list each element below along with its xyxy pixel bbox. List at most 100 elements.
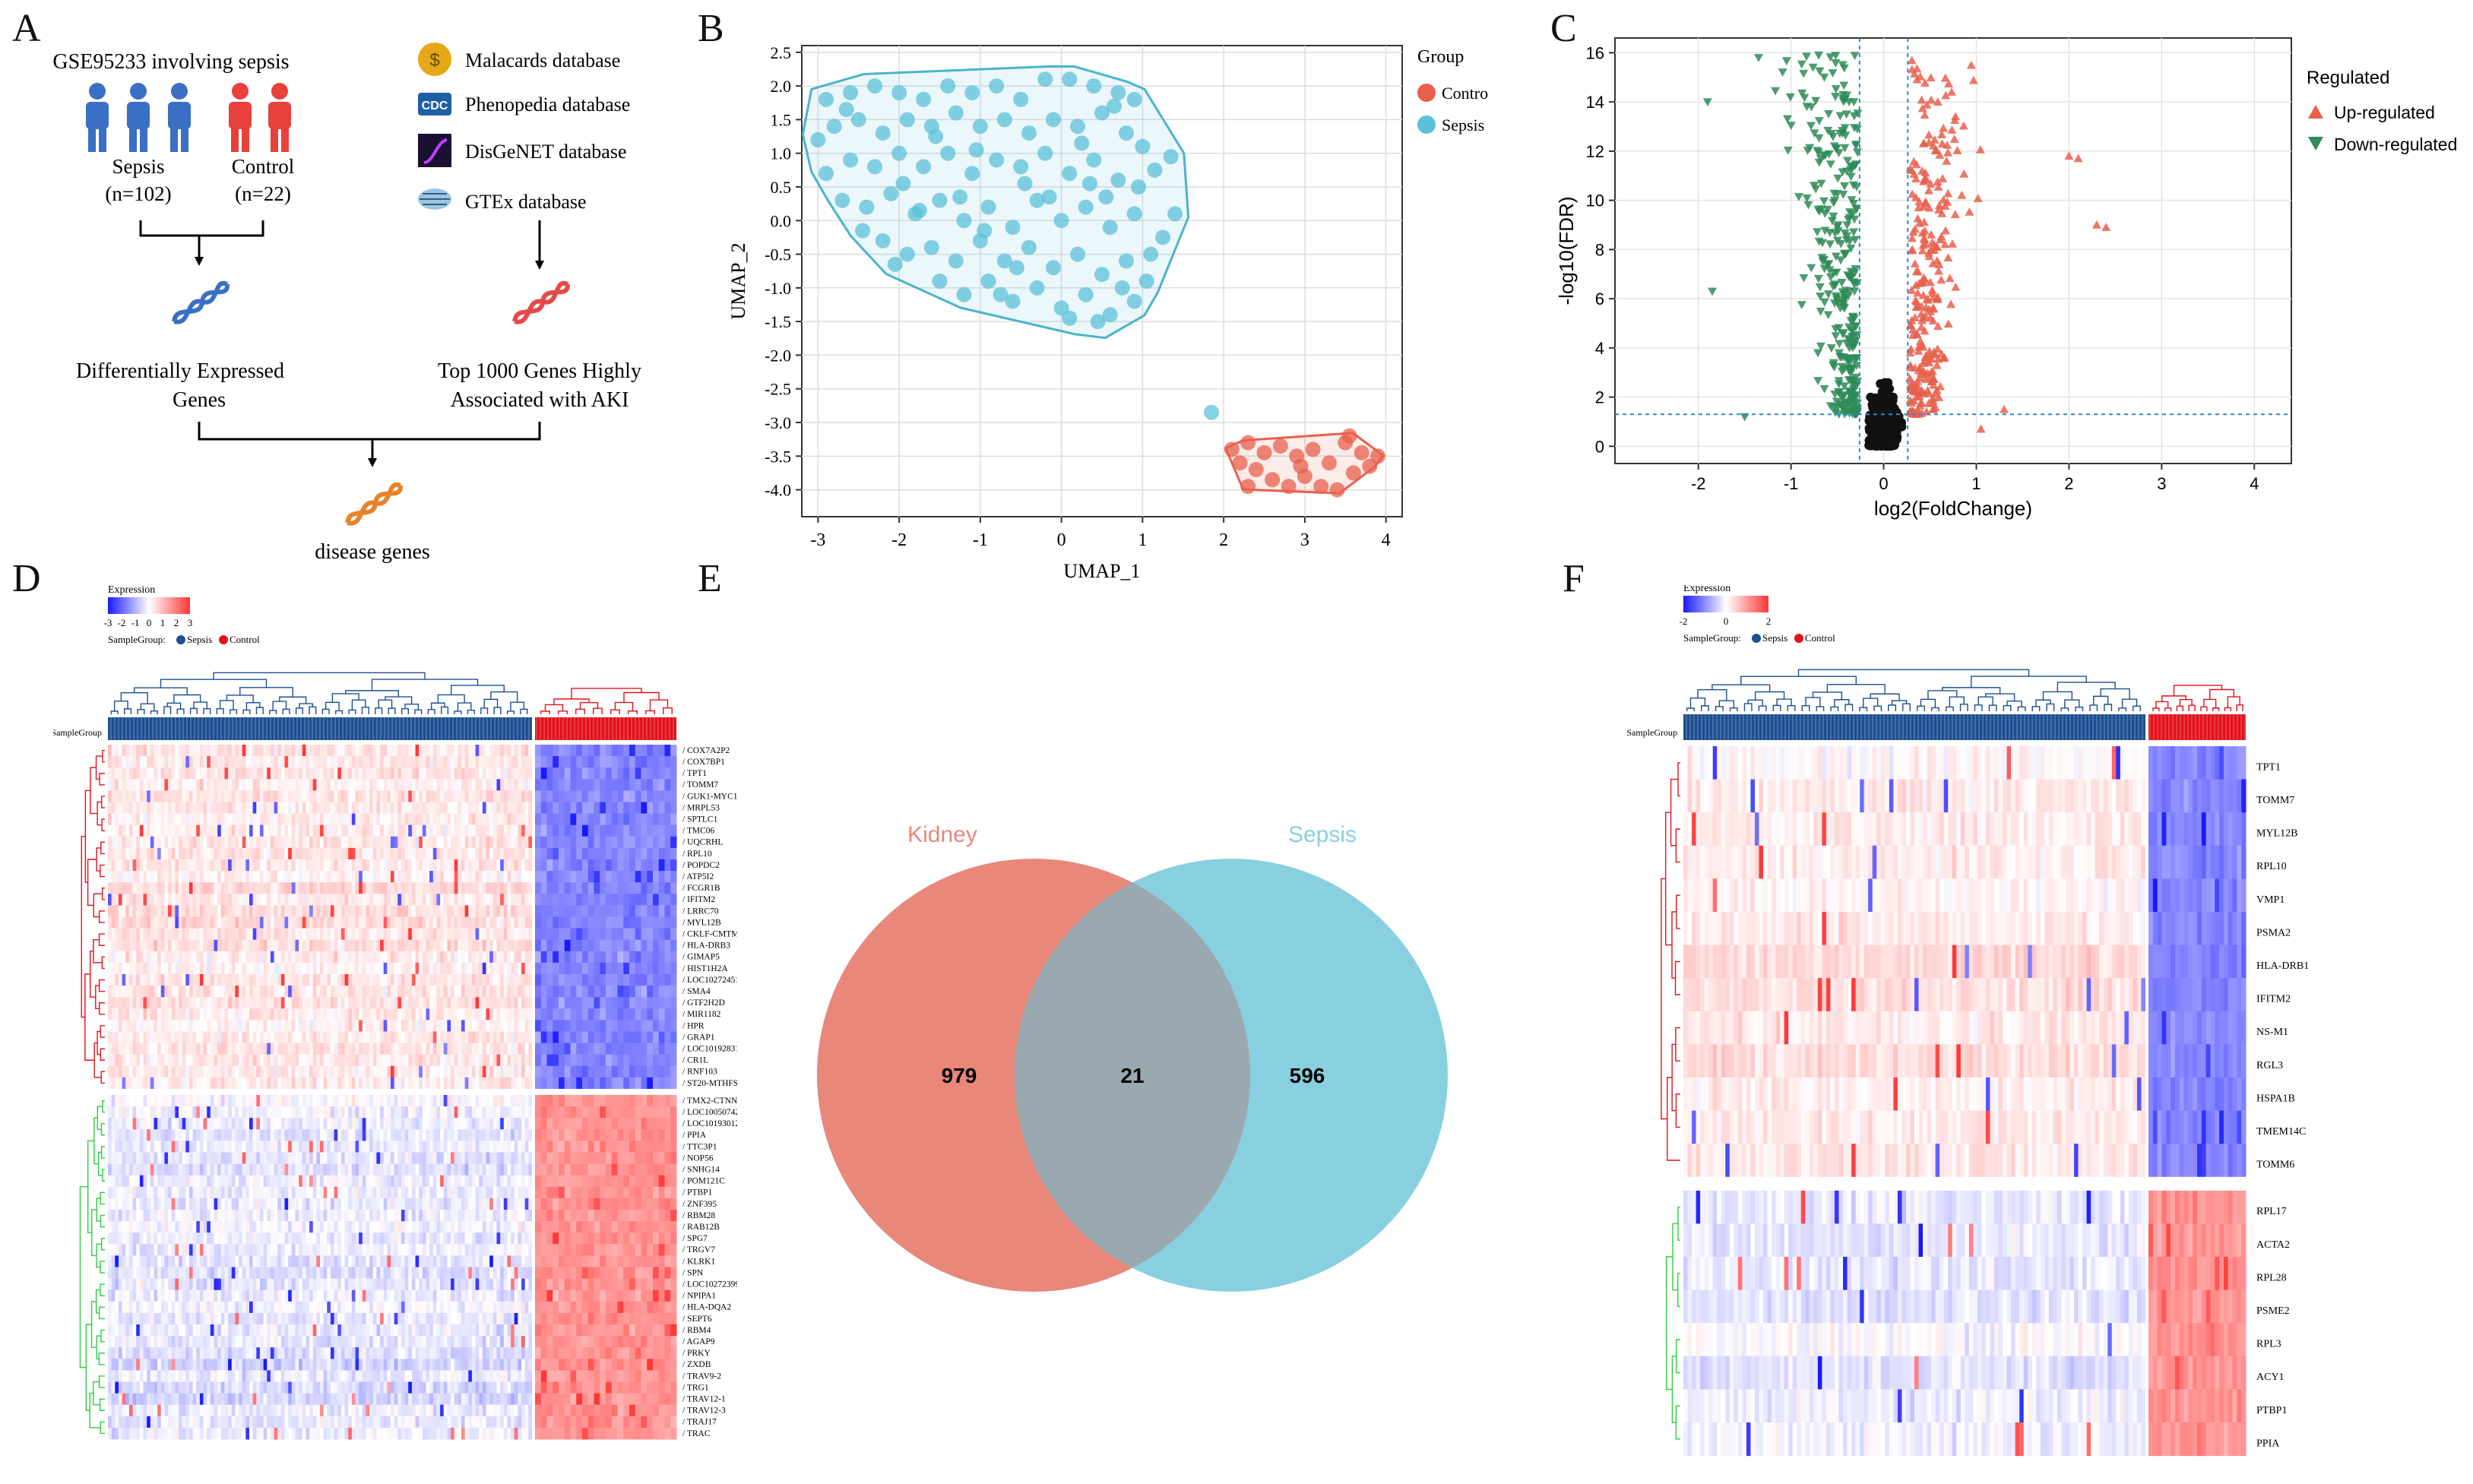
heatmap-cell (635, 779, 641, 791)
point-down (1825, 160, 1835, 169)
point-up (1914, 365, 1924, 375)
heatmap-cell (306, 871, 310, 883)
heatmap-cell (160, 928, 165, 941)
heatmap-cell (320, 813, 325, 826)
heatmap-cell (348, 790, 353, 802)
heatmap-cell (128, 836, 134, 849)
heatmap-cell (482, 745, 487, 757)
heatmap-cell (376, 939, 381, 952)
column-dendrogram-sepsis (137, 709, 145, 714)
heatmap-cell (479, 824, 483, 837)
heatmap-cell (249, 813, 254, 826)
heatmap-cell (154, 859, 158, 872)
heatmap-cell (147, 836, 151, 849)
heatmap-cell (132, 836, 137, 849)
heatmap-cell (479, 836, 483, 849)
heatmap-cell (108, 779, 112, 791)
heatmap-cell (617, 847, 624, 860)
heatmap-cell (168, 882, 173, 894)
heatmap-cell (540, 790, 547, 802)
heatmap-cell (168, 939, 173, 952)
heatmap-cell (316, 756, 321, 768)
heatmap-cell (464, 824, 469, 837)
heatmap-cell (192, 986, 197, 998)
heatmap-cell (334, 894, 338, 906)
heatmap-cell (143, 871, 147, 883)
heatmap-cell (653, 756, 660, 768)
heatmap-cell (524, 767, 529, 780)
heatmap-cell (270, 767, 275, 780)
heatmap-cell (340, 756, 346, 768)
point-sepsis (980, 274, 996, 289)
heatmap-cell (404, 745, 409, 757)
heatmap-cell (299, 986, 303, 998)
heatmap-cell (540, 882, 547, 894)
heatmap-cell (327, 951, 331, 963)
heatmap-cell (192, 882, 197, 894)
heatmap-cell (147, 767, 151, 780)
heatmap-cell (454, 871, 458, 883)
point-up (1918, 342, 1928, 351)
heatmap-cell (239, 928, 243, 941)
heatmap-cell (291, 939, 296, 952)
point-down (1814, 207, 1824, 216)
heatmap-cell (280, 824, 285, 837)
heatmap-cell (447, 790, 451, 802)
heatmap-cell (157, 756, 162, 768)
heatmap-cell (629, 882, 636, 894)
heatmap-cell (629, 951, 636, 963)
heatmap-cell (443, 905, 448, 917)
heatmap-cell (203, 859, 207, 872)
point-contro (1240, 435, 1256, 451)
heatmap-cell (175, 916, 179, 929)
heatmap-cell (267, 847, 271, 860)
heatmap-cell (235, 939, 239, 952)
heatmap-cell (157, 905, 162, 917)
column-dendrogram-control (610, 709, 620, 714)
heatmap-cell (171, 928, 176, 941)
heatmap-cell (408, 779, 413, 791)
heatmap-cell (606, 859, 613, 872)
heatmap-cell (582, 951, 589, 963)
heatmap-cell (366, 779, 370, 791)
heatmap-cell (295, 962, 299, 975)
y-tick-label: -1.5 (765, 312, 791, 331)
heatmap-cell (217, 824, 222, 837)
heatmap-cell (380, 951, 385, 963)
heatmap-cell (458, 779, 462, 791)
heatmap-cell (443, 847, 448, 860)
heatmap-cell (160, 859, 165, 872)
heatmap-cell (132, 871, 137, 883)
heatmap-cell (582, 813, 589, 826)
heatmap-cell (309, 916, 314, 929)
heatmap-cell (653, 894, 660, 906)
heatmap-cell (157, 859, 162, 872)
heatmap-cell (391, 939, 395, 952)
heatmap-cell (641, 859, 648, 872)
heatmap-cell (461, 779, 466, 791)
point-up (1911, 387, 1920, 396)
heatmap-cell (306, 790, 310, 802)
heatmap-cell (217, 894, 222, 906)
heatmap-cell (503, 951, 508, 963)
heatmap-cell (511, 882, 515, 894)
heatmap-cell (175, 939, 179, 952)
heatmap-cell (147, 986, 151, 998)
heatmap-cell (429, 905, 434, 917)
heatmap-cell (203, 928, 207, 941)
point-down (1839, 382, 1849, 391)
heatmap-cell (641, 790, 648, 802)
heatmap-cell (653, 836, 660, 849)
heatmap-cell (263, 836, 268, 849)
heatmap-cell (239, 882, 243, 894)
heatmap-cell (594, 962, 600, 975)
heatmap-cell (606, 847, 613, 860)
heatmap-cell (323, 824, 328, 837)
heatmap-cell (132, 974, 137, 986)
heatmap-cell (302, 767, 306, 780)
heatmap-cell (291, 756, 296, 768)
heatmap-cell (288, 928, 293, 941)
point-up (1919, 201, 1929, 210)
heatmap-cell (404, 986, 409, 998)
heatmap-cell (401, 802, 406, 815)
